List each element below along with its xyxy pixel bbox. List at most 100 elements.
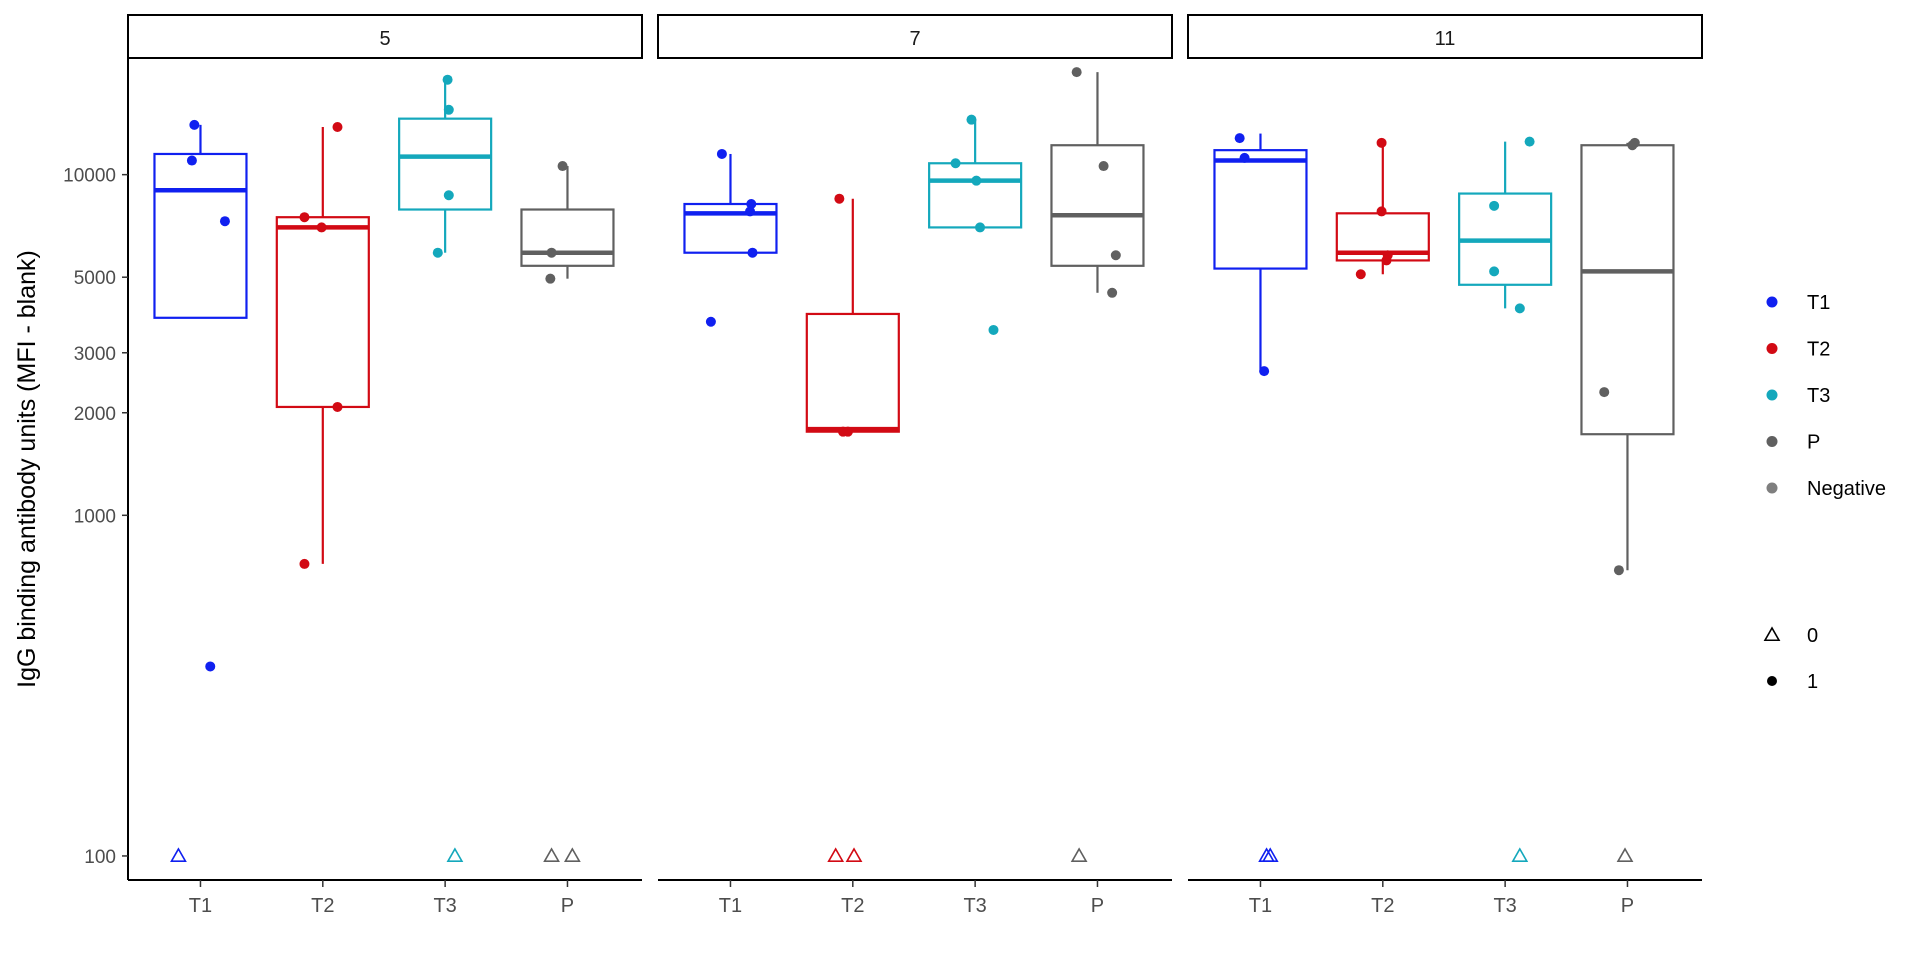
data-point [299, 558, 310, 569]
legend-label: P [1807, 432, 1820, 454]
data-point [332, 121, 343, 132]
x-tick-label: T2 [311, 895, 334, 917]
data-point [746, 199, 757, 210]
facet-strip-label: 11 [1435, 28, 1456, 50]
group-T2: T2 [1335, 137, 1430, 917]
x-tick-label: T3 [433, 895, 456, 917]
facet-strip [657, 14, 1173, 59]
legend-label: Negative [1807, 478, 1886, 500]
legend-key-t2 [1766, 343, 1778, 354]
y-tick-label: 2000 [74, 404, 116, 425]
data-point [1381, 255, 1392, 266]
legend-key-t1 [1766, 296, 1778, 308]
x-tick-label: T1 [719, 895, 742, 917]
data-point [1098, 161, 1109, 172]
data-point [834, 193, 845, 204]
data-point [971, 175, 982, 186]
data-point [1489, 266, 1500, 277]
box [805, 312, 900, 433]
data-point [205, 661, 216, 672]
data-point [1376, 137, 1387, 148]
facet-strip-label: 7 [909, 28, 920, 50]
y-axis-title: IgG binding antibody units (MFI - blank) [13, 250, 41, 688]
data-point [1234, 133, 1245, 144]
x-tick-label: P [1091, 895, 1104, 917]
data-point [747, 247, 758, 258]
data-point [546, 247, 557, 258]
data-point [1629, 137, 1640, 148]
legend-label: 1 [1807, 671, 1818, 693]
group-T3: T3 [398, 74, 493, 917]
panel-11: 11 T1 T2 T3 P [1187, 14, 1703, 917]
panel-7: 7 T1 T2 T3 P [657, 14, 1173, 917]
group-P: P [520, 161, 615, 917]
data-point [1259, 366, 1270, 377]
data-point [1613, 565, 1624, 576]
group-T3: T3 [928, 114, 1023, 917]
legend-key-positive-shape [1767, 676, 1777, 686]
data-point [332, 401, 343, 412]
data-point [557, 161, 568, 172]
x-tick-label: P [561, 895, 574, 917]
data-point [545, 273, 556, 284]
group-T3: T3 [1458, 136, 1553, 917]
x-tick-label: T3 [963, 895, 986, 917]
y-tick-label: 1000 [74, 506, 116, 527]
group-T2: T2 [275, 121, 370, 917]
x-tick-label: T1 [1249, 895, 1272, 917]
legend: T1 T2 T3 P Negative 0 1 [1763, 292, 1886, 693]
y-tick-label: 5000 [74, 268, 116, 289]
legend-label: T2 [1807, 339, 1830, 361]
data-point [432, 247, 443, 258]
legend-label: T3 [1807, 385, 1830, 407]
data-point [316, 222, 327, 233]
negative-point [827, 847, 845, 863]
data-point [745, 206, 756, 217]
x-tick-label: P [1621, 895, 1634, 917]
data-point [716, 148, 727, 159]
legend-key-negative [1766, 482, 1778, 494]
negative-point [170, 847, 187, 863]
negative-point [845, 847, 863, 863]
legend-key-p [1766, 436, 1778, 447]
negative-point [1511, 847, 1529, 863]
legend-key-t3 [1766, 389, 1778, 401]
data-point [1489, 200, 1500, 211]
data-point [1107, 287, 1118, 298]
data-point [705, 316, 716, 327]
group-T1: T1 [153, 119, 248, 917]
group-T1: T1 [683, 148, 778, 917]
negative-point [446, 847, 464, 863]
x-tick-label: T1 [189, 895, 212, 917]
data-point [443, 104, 454, 115]
box [153, 152, 248, 319]
group-P: P [1580, 137, 1675, 917]
group-T2: T2 [805, 193, 900, 917]
facet-strip [1187, 14, 1703, 59]
panel-5: 5 T1 T2 T3 P [127, 14, 643, 917]
data-point [988, 324, 999, 335]
box [928, 162, 1023, 229]
legend-label: T1 [1807, 292, 1830, 314]
negative-point [1070, 847, 1088, 863]
data-point [1514, 303, 1525, 314]
negative-point [563, 847, 581, 863]
data-point [966, 114, 977, 125]
box [1580, 144, 1675, 436]
data-point [219, 216, 230, 227]
data-point [975, 222, 986, 233]
facet-strip [127, 14, 643, 59]
box [1050, 144, 1145, 267]
data-point [189, 119, 200, 130]
box [275, 216, 370, 409]
data-point [1110, 250, 1121, 261]
y-tick-label: 10000 [63, 166, 116, 187]
x-tick-label: T2 [841, 895, 864, 917]
data-point [443, 190, 454, 201]
group-T1: T1 [1213, 133, 1308, 917]
x-tick-label: T3 [1493, 895, 1516, 917]
data-point [950, 158, 961, 169]
box [1213, 149, 1308, 270]
